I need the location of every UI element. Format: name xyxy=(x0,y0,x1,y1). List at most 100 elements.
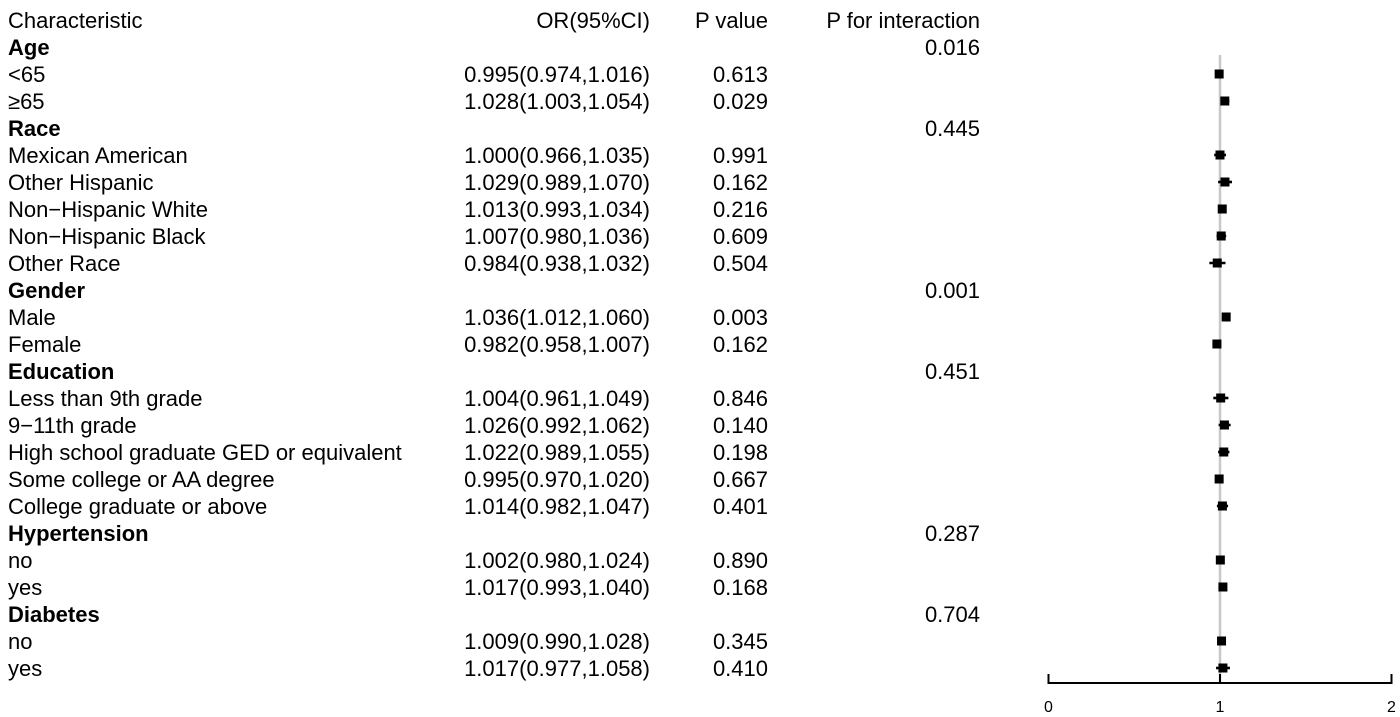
or-marker xyxy=(1217,636,1227,646)
or-marker xyxy=(1215,150,1225,160)
or-marker xyxy=(1212,258,1222,268)
group-row: Hypertension 0.287 xyxy=(0,520,1000,547)
group-row: Age 0.016 xyxy=(0,34,1000,61)
table-row: no 1.009(0.990,1.028) 0.345 xyxy=(0,628,1000,655)
table-row: Other Race 0.984(0.938,1.032) 0.504 xyxy=(0,250,1000,277)
or-ci-value: 0.982(0.958,1.007) xyxy=(464,331,650,357)
p-value: 0.613 xyxy=(712,61,768,87)
or-ci-value: 1.002(0.980,1.024) xyxy=(464,547,650,573)
p-interaction-value: 0.001 xyxy=(924,277,980,303)
or-ci-value: 1.000(0.966,1.035) xyxy=(464,142,650,168)
p-interaction-value: 0.445 xyxy=(924,115,980,141)
row-label: Gender xyxy=(8,277,86,303)
table-header-row: Characteristic OR(95%CI) P value P for i… xyxy=(0,7,1000,34)
p-value: 0.029 xyxy=(712,88,768,114)
row-label: no xyxy=(8,547,33,573)
or-marker xyxy=(1214,69,1224,79)
table-row: Some college or AA degree 0.995(0.970,1.0… xyxy=(0,466,1000,493)
col-header-p-interaction: P for interaction xyxy=(826,7,980,33)
row-label: Hypertension xyxy=(8,520,149,546)
col-header-or-ci: OR(95%CI) xyxy=(536,7,650,33)
or-marker xyxy=(1220,177,1230,187)
row-label: yes xyxy=(8,574,43,600)
table-row: Male 1.036(1.012,1.060) 0.003 xyxy=(0,304,1000,331)
or-ci-value: 1.004(0.961,1.049) xyxy=(464,385,650,411)
or-marker xyxy=(1220,96,1230,106)
or-marker xyxy=(1221,312,1231,322)
p-value: 0.140 xyxy=(712,412,768,438)
group-row: Gender 0.001 xyxy=(0,277,1000,304)
row-label: Female xyxy=(8,331,82,357)
col-header-p-value: P value xyxy=(695,7,768,33)
or-ci-value: 1.009(0.990,1.028) xyxy=(464,628,650,654)
or-ci-value: 1.017(0.993,1.040) xyxy=(464,574,650,600)
row-label: Other Race xyxy=(8,250,121,276)
or-ci-value: 0.995(0.970,1.020) xyxy=(464,466,650,492)
table-row: yes 1.017(0.993,1.040) 0.168 xyxy=(0,574,1000,601)
x-axis-tick-label: 2 xyxy=(1387,699,1396,716)
or-marker xyxy=(1217,501,1227,511)
or-ci-value: 1.013(0.993,1.034) xyxy=(464,196,650,222)
p-value: 0.003 xyxy=(712,304,768,330)
table-row: ≥65 1.028(1.003,1.054) 0.029 xyxy=(0,88,1000,115)
p-interaction-value: 0.451 xyxy=(924,358,980,384)
row-label: no xyxy=(8,628,33,654)
or-ci-value: 1.017(0.977,1.058) xyxy=(464,655,650,681)
or-ci-value: 1.014(0.982,1.047) xyxy=(464,493,650,519)
row-label: Male xyxy=(8,304,56,330)
x-axis-tick-label: 1 xyxy=(1216,699,1225,716)
p-value: 0.401 xyxy=(712,493,768,519)
row-label: High school graduate GED or equivalent xyxy=(8,439,402,465)
or-ci-value: 0.984(0.938,1.032) xyxy=(464,250,650,276)
x-axis-tick-label: 0 xyxy=(1044,699,1053,716)
p-interaction-value: 0.287 xyxy=(924,520,980,546)
group-row: Diabetes 0.704 xyxy=(0,601,1000,628)
or-marker xyxy=(1218,663,1228,673)
row-label: Education xyxy=(8,358,115,384)
row-label: Non−Hispanic Black xyxy=(8,223,206,249)
col-header-characteristic: Characteristic xyxy=(8,7,143,33)
table-row: Mexican American 1.000(0.966,1.035) 0.991 xyxy=(0,142,1000,169)
table-row: yes 1.017(0.977,1.058) 0.410 xyxy=(0,655,1000,682)
p-value: 0.846 xyxy=(712,385,768,411)
table-row: Less than 9th grade 1.004(0.961,1.049) 0.8… xyxy=(0,385,1000,412)
or-marker xyxy=(1216,393,1226,403)
p-value: 0.345 xyxy=(712,628,768,654)
row-label: Non−Hispanic White xyxy=(8,196,208,222)
or-ci-value: 1.022(0.989,1.055) xyxy=(464,439,650,465)
p-value: 0.162 xyxy=(712,169,768,195)
row-label: Other Hispanic xyxy=(8,169,154,195)
table-row: Other Hispanic 1.029(0.989,1.070) 0.162 xyxy=(0,169,1000,196)
p-value: 0.162 xyxy=(712,331,768,357)
table-row: 9−11th grade 1.026(0.992,1.062) 0.140 xyxy=(0,412,1000,439)
or-ci-value: 1.029(0.989,1.070) xyxy=(464,169,650,195)
row-label: Less than 9th grade xyxy=(8,385,203,411)
or-marker xyxy=(1219,420,1229,430)
table-row: Non−Hispanic Black 1.007(0.980,1.036) 0.60… xyxy=(0,223,1000,250)
or-ci-value: 0.995(0.974,1.016) xyxy=(464,61,650,87)
table-row: Female 0.982(0.958,1.007) 0.162 xyxy=(0,331,1000,358)
or-marker xyxy=(1217,204,1227,214)
or-marker xyxy=(1218,582,1228,592)
p-value: 0.198 xyxy=(712,439,768,465)
p-value: 0.410 xyxy=(712,655,768,681)
p-value: 0.216 xyxy=(712,196,768,222)
row-label: yes xyxy=(8,655,43,681)
table-row: College graduate or above 1.014(0.982,1.0… xyxy=(0,493,1000,520)
row-label: Age xyxy=(8,34,50,60)
row-label: 9−11th grade xyxy=(8,412,137,438)
group-row: Education 0.451 xyxy=(0,358,1000,385)
row-label: College graduate or above xyxy=(8,493,268,519)
or-marker xyxy=(1216,231,1226,241)
table-row: no 1.002(0.980,1.024) 0.890 xyxy=(0,547,1000,574)
row-label: Diabetes xyxy=(8,601,100,627)
or-ci-value: 1.036(1.012,1.060) xyxy=(464,304,650,330)
table-row: <65 0.995(0.974,1.016) 0.613 xyxy=(0,61,1000,88)
p-value: 0.609 xyxy=(712,223,768,249)
table-row: High school graduate GED or equivalent 1.… xyxy=(0,439,1000,466)
p-value: 0.504 xyxy=(712,250,768,276)
table-row: Non−Hispanic White 1.013(0.993,1.034) 0.21… xyxy=(0,196,1000,223)
p-value: 0.667 xyxy=(712,466,768,492)
or-marker xyxy=(1215,555,1225,565)
